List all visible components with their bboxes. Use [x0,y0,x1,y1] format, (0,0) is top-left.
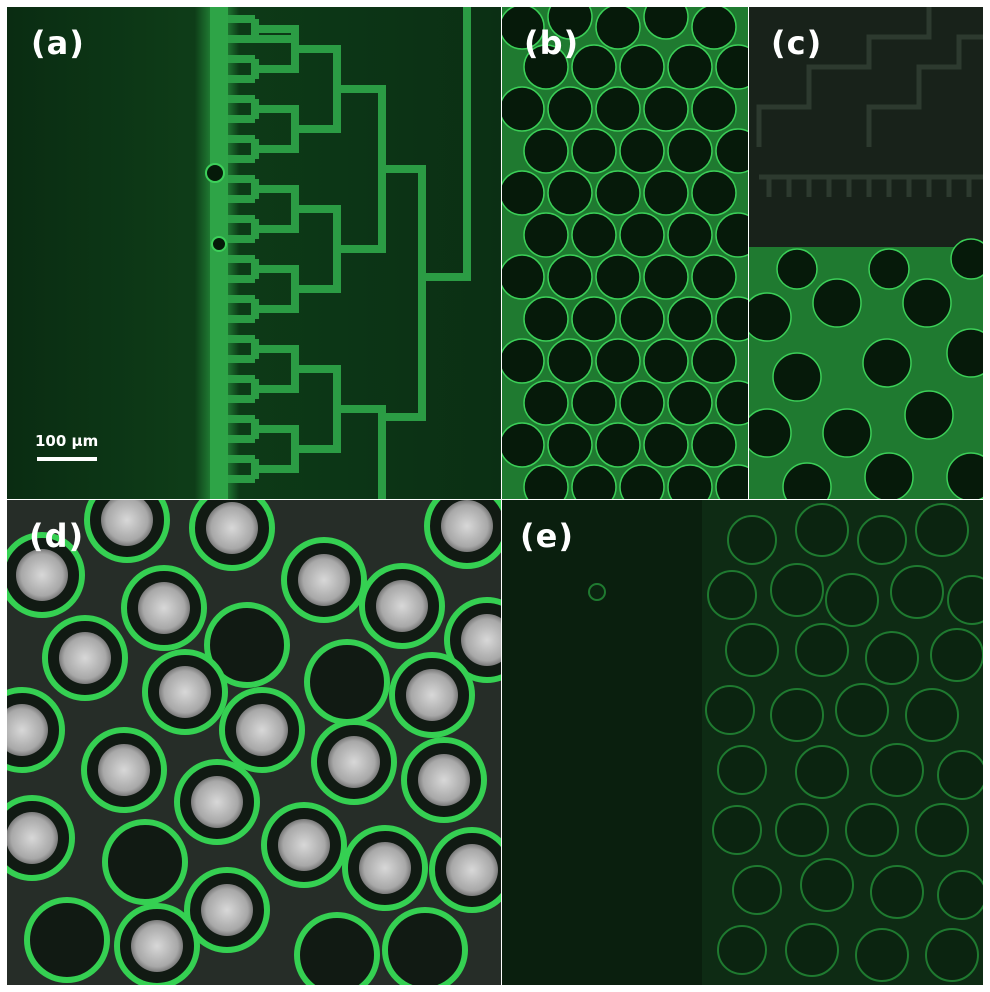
panel-c: (c) [749,7,983,499]
scale-bar [37,457,97,461]
panel-a: (a) 100 µm [7,7,501,499]
panel-d-image [7,500,501,985]
panel-a-image [7,7,501,499]
panel-e: (e) [502,500,983,985]
panel-e-label: (e) [520,517,574,555]
panel-b-image [502,7,748,499]
panel-b-label: (b) [524,24,580,62]
panel-c-label: (c) [771,24,823,62]
droplet-array-b [502,7,748,499]
droplet-array-e [588,503,983,982]
panel-d: (d) [7,500,501,985]
branch-network [228,7,471,499]
bubble-2 [211,236,227,252]
panel-d-label: (d) [29,517,85,555]
panel-a-label: (a) [31,24,85,62]
panel-c-image [749,7,983,499]
panel-b: (b) [502,7,748,499]
droplet-array-c [749,238,983,499]
main-channel-wall [210,7,228,499]
scale-bar-label: 100 µm [35,432,99,450]
bubble-1 [205,163,225,183]
capsule-array-d [7,500,501,985]
panel-e-image [502,500,983,985]
faint-channels [756,7,983,197]
